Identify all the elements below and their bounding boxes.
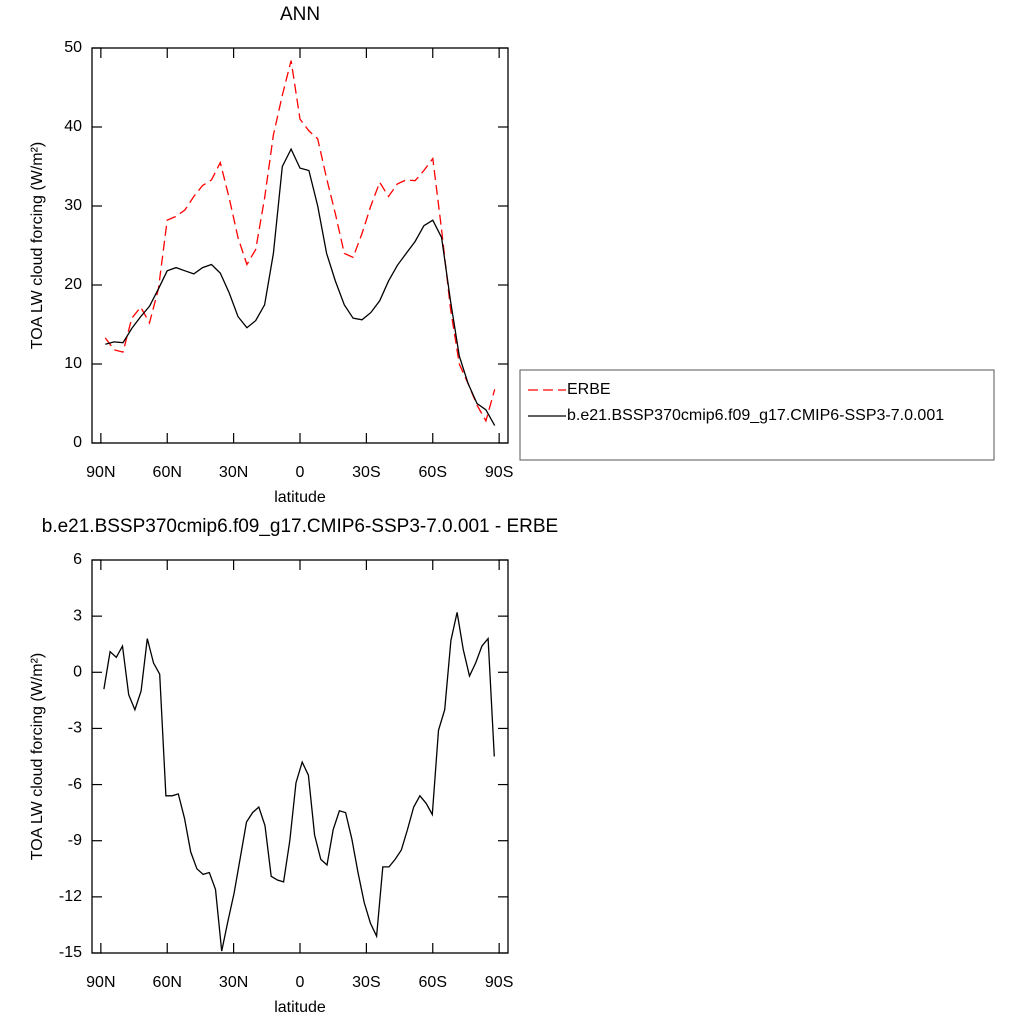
x-axis-label: latitude	[274, 999, 326, 1016]
x-tick-label: 30N	[219, 464, 248, 481]
y-tick-label: 10	[64, 355, 82, 372]
chart-title: ANN	[280, 4, 320, 25]
data-line	[104, 60, 496, 423]
y-tick-label: -6	[68, 776, 82, 793]
y-axis-label: TOA LW cloud forcing (W/m²)	[29, 653, 46, 860]
x-tick-label: 90S	[485, 464, 513, 481]
y-tick-label: 30	[64, 197, 82, 214]
plot-frame	[91, 559, 509, 954]
y-tick-label: 50	[64, 39, 82, 56]
x-tick-label: 0	[296, 974, 305, 991]
y-tick-label: 3	[73, 607, 82, 624]
y-tick-label: 0	[73, 664, 82, 681]
x-axis-label: latitude	[274, 489, 326, 506]
data-line	[105, 147, 496, 426]
x-tick-label: 30S	[352, 974, 380, 991]
x-tick-label: 0	[296, 464, 305, 481]
legend-label: b.e21.BSSP370cmip6.f09_g17.CMIP6-SSP3-7.…	[567, 407, 944, 424]
x-tick-label: 30S	[352, 464, 380, 481]
x-tick-label: 30N	[219, 974, 248, 991]
x-tick-label: 60S	[419, 974, 447, 991]
y-tick-label: 6	[73, 551, 82, 568]
x-tick-label: 90N	[86, 464, 115, 481]
y-tick-label: -12	[59, 888, 82, 905]
y-tick-label: -15	[59, 944, 82, 961]
y-tick-label: 0	[73, 434, 82, 451]
y-tick-label: -3	[68, 720, 82, 737]
y-tick-label: 20	[64, 276, 82, 293]
plot-frame	[91, 47, 509, 444]
y-tick-label: 40	[64, 118, 82, 135]
chart-title: b.e21.BSSP370cmip6.f09_g17.CMIP6-SSP3-7.…	[42, 516, 558, 537]
legend-box	[519, 369, 995, 461]
x-tick-label: 60N	[153, 974, 182, 991]
x-tick-label: 90S	[485, 974, 513, 991]
legend-label: ERBE	[567, 381, 611, 398]
data-line	[103, 612, 495, 952]
y-axis-label: TOA LW cloud forcing (W/m²)	[29, 142, 46, 349]
y-tick-label: -9	[68, 832, 82, 849]
x-tick-label: 60N	[153, 464, 182, 481]
x-tick-label: 90N	[86, 974, 115, 991]
x-tick-label: 60S	[419, 464, 447, 481]
